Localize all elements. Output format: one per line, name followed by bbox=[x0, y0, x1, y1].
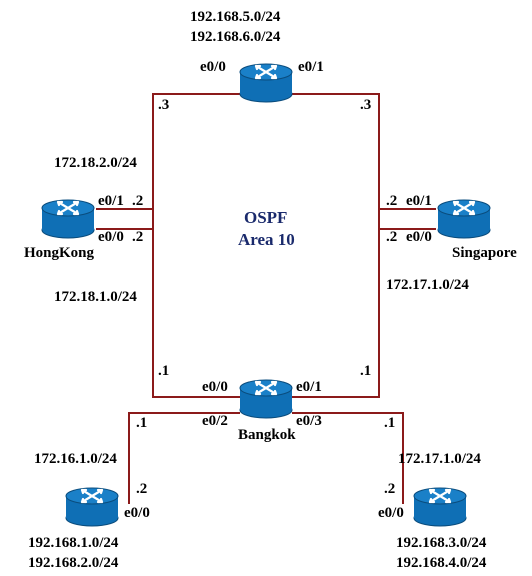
link bbox=[128, 412, 130, 504]
host-bk-tl: .1 bbox=[158, 362, 169, 382]
if-top-left: e0/0 bbox=[200, 58, 226, 78]
router-singapore bbox=[436, 196, 492, 240]
if-sg-down: e0/0 bbox=[406, 228, 432, 248]
net-br1: 192.168.3.0/24 bbox=[396, 534, 486, 554]
if-sg-up: e0/1 bbox=[406, 192, 432, 212]
host-bk-tr: .1 bbox=[360, 362, 371, 382]
name-sg: Singapore bbox=[452, 244, 517, 264]
link bbox=[152, 93, 154, 398]
host-top-r: .3 bbox=[360, 96, 371, 116]
net-top1: 192.168.5.0/24 bbox=[190, 8, 280, 28]
ospf-line2: Area 10 bbox=[238, 230, 295, 250]
name-bk: Bangkok bbox=[238, 426, 296, 446]
if-bl: e0/0 bbox=[124, 504, 150, 524]
net-left-upper: 172.18.2.0/24 bbox=[54, 154, 137, 174]
net-br2: 192.168.4.0/24 bbox=[396, 554, 486, 574]
router-hongkong bbox=[40, 196, 96, 240]
net-top2: 192.168.6.0/24 bbox=[190, 28, 280, 48]
host-hk-up: .2 bbox=[132, 192, 143, 212]
router-top bbox=[238, 60, 294, 104]
if-br: e0/0 bbox=[378, 504, 404, 524]
router-bottom-right bbox=[412, 484, 468, 528]
net-right-mid: 172.17.1.0/24 bbox=[386, 276, 469, 296]
host-br: .2 bbox=[384, 480, 395, 500]
net-br-link: 172.17.1.0/24 bbox=[398, 450, 481, 470]
host-bk-bl: .1 bbox=[136, 414, 147, 434]
host-sg-dn: .2 bbox=[386, 228, 397, 248]
host-bk-br: .1 bbox=[384, 414, 395, 434]
net-bl2: 192.168.2.0/24 bbox=[28, 554, 118, 574]
net-left-lower: 172.18.1.0/24 bbox=[54, 288, 137, 308]
if-bk-tr: e0/1 bbox=[296, 378, 322, 398]
host-sg-up: .2 bbox=[386, 192, 397, 212]
host-hk-dn: .2 bbox=[132, 228, 143, 248]
link bbox=[378, 93, 380, 398]
if-bk-tl: e0/0 bbox=[202, 378, 228, 398]
ospf-line1: OSPF bbox=[244, 208, 287, 228]
net-bl1: 192.168.1.0/24 bbox=[28, 534, 118, 554]
host-bl: .2 bbox=[136, 480, 147, 500]
if-hk-up: e0/1 bbox=[98, 192, 124, 212]
host-top-l: .3 bbox=[158, 96, 169, 116]
if-bk-bl: e0/2 bbox=[202, 412, 228, 432]
router-bangkok bbox=[238, 376, 294, 420]
if-hk-down: e0/0 bbox=[98, 228, 124, 248]
if-bk-br: e0/3 bbox=[296, 412, 322, 432]
if-top-right: e0/1 bbox=[298, 58, 324, 78]
router-bottom-left bbox=[64, 484, 120, 528]
net-bl-link: 172.16.1.0/24 bbox=[34, 450, 117, 470]
name-hk: HongKong bbox=[24, 244, 94, 264]
